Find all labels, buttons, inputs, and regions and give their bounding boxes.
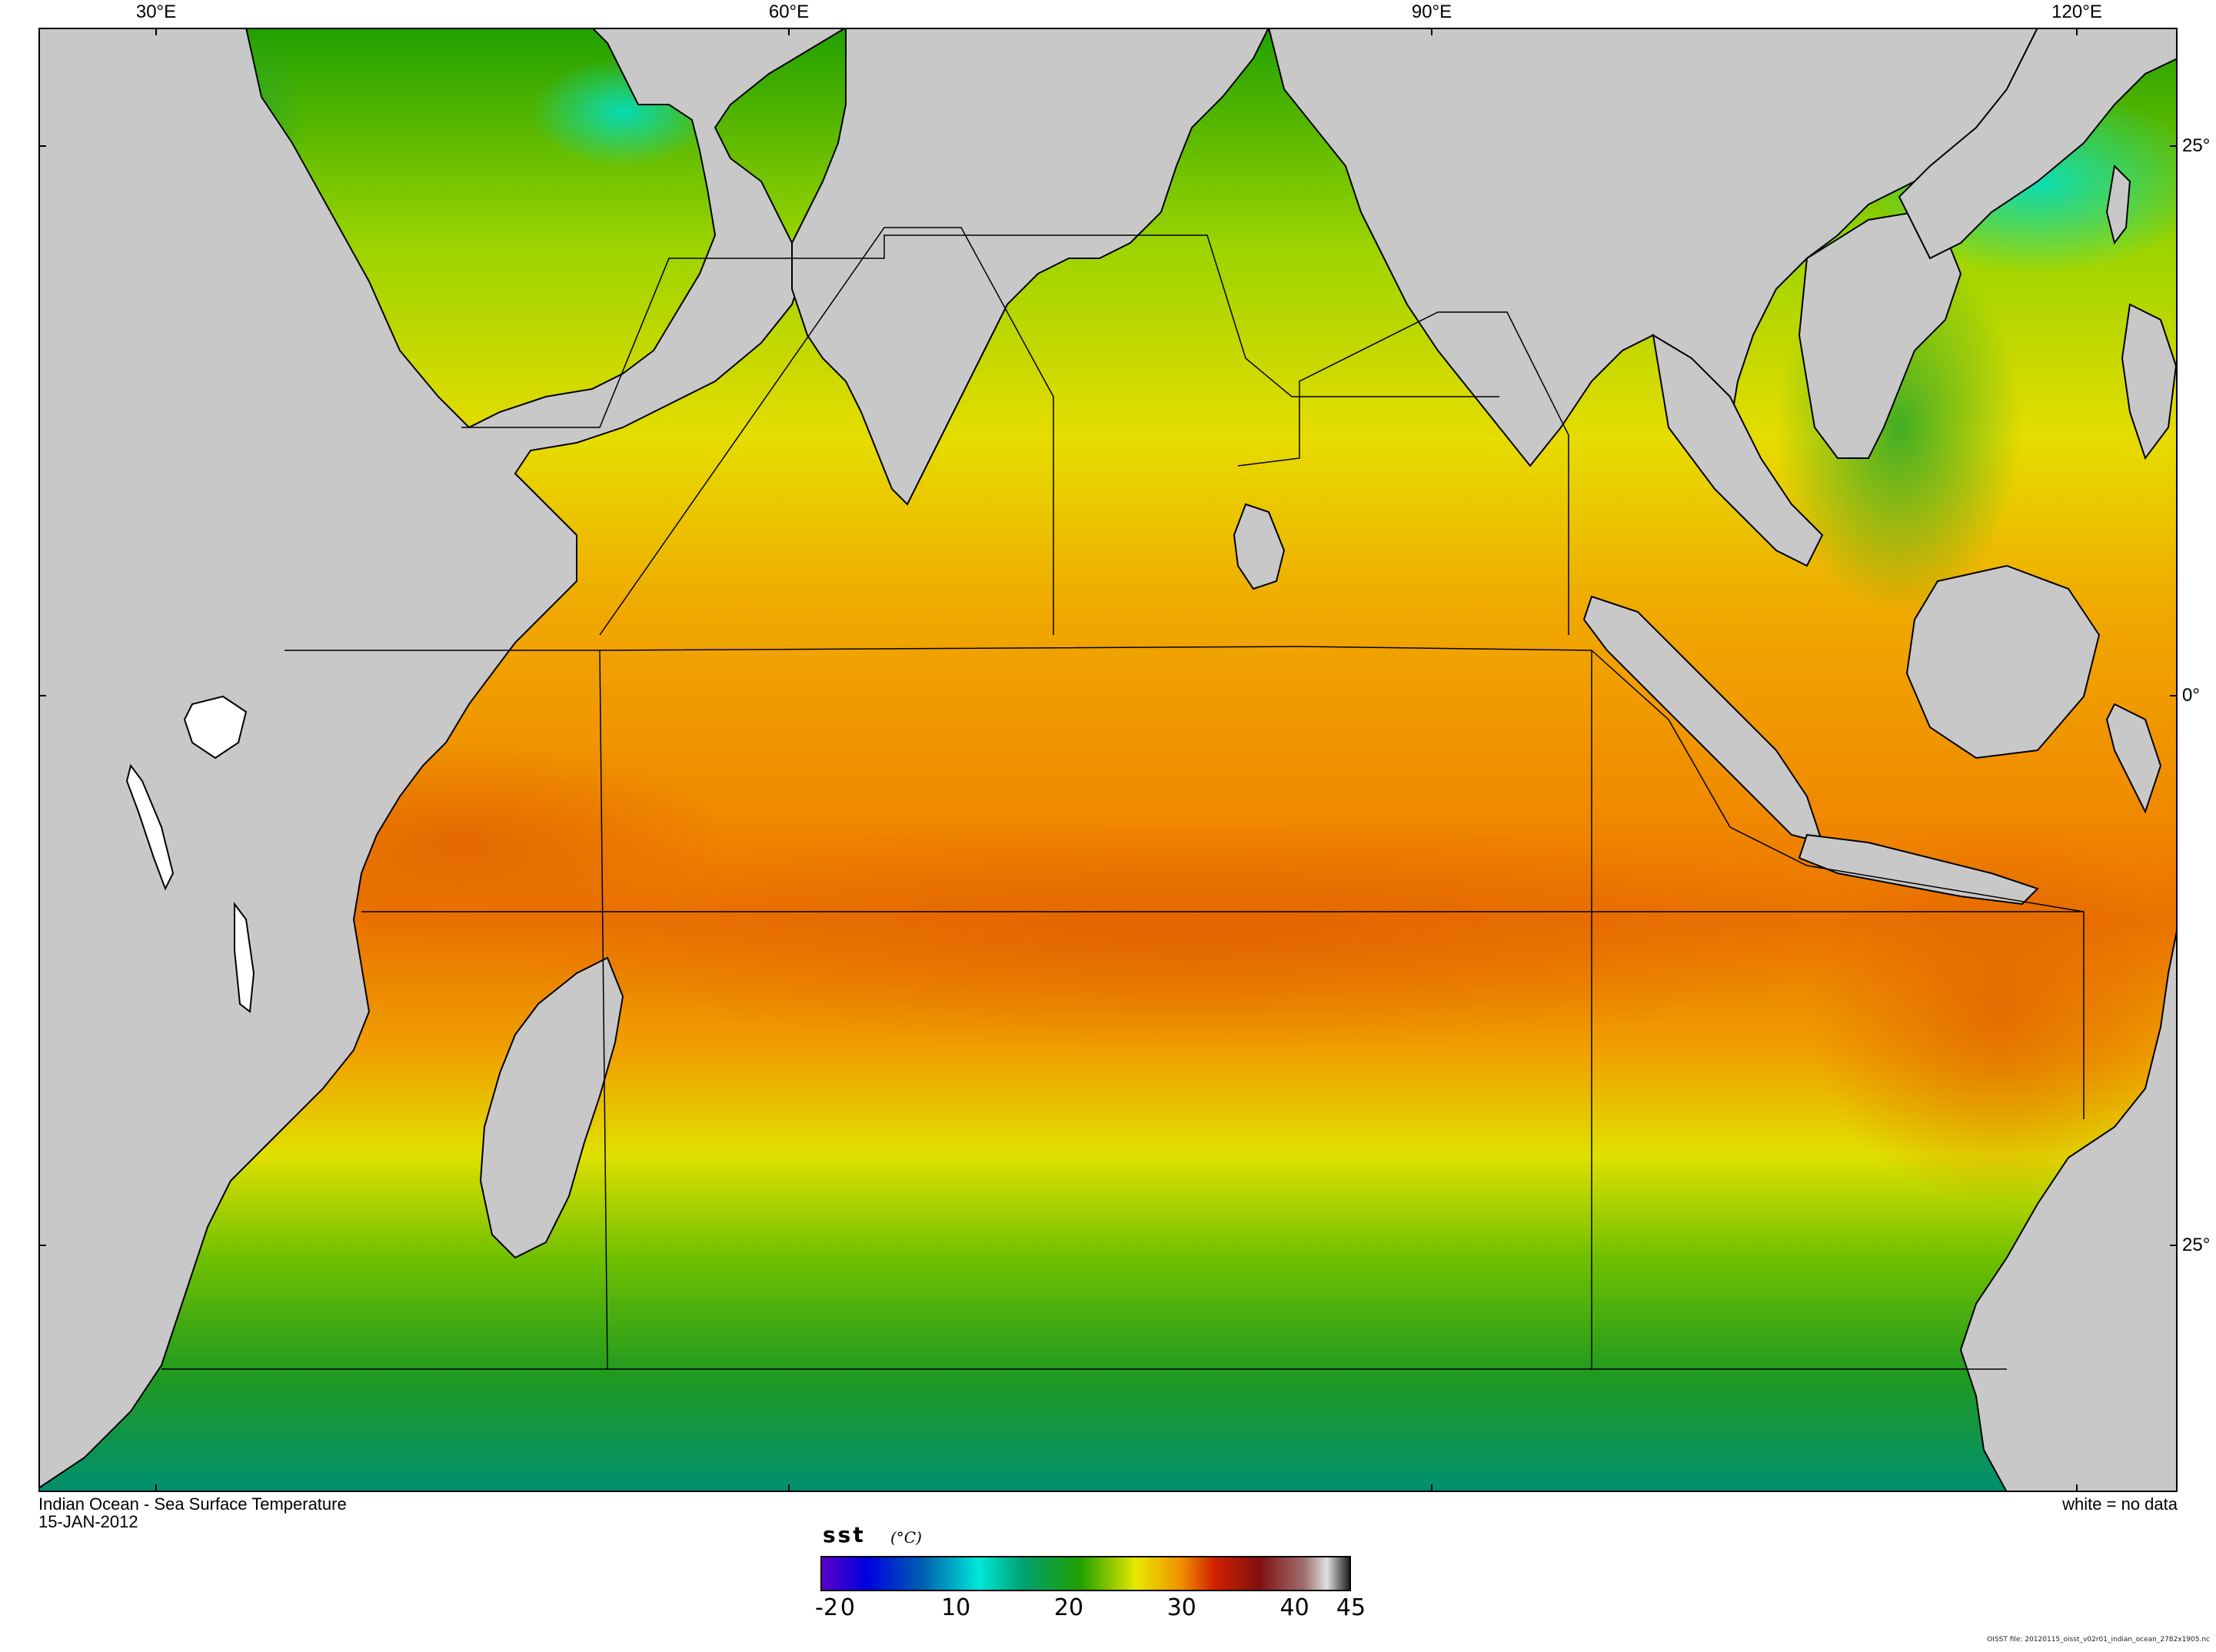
land (38, 28, 2178, 1492)
colorbar-tick-label: 40 (1279, 1594, 1309, 1621)
no-data-areas (125, 695, 255, 1013)
map-ticks (38, 28, 2178, 1492)
land-philippines (2121, 303, 2178, 460)
longitude-label-90e: 90°E (1411, 2, 1452, 22)
colorbar-tick-label: 30 (1166, 1594, 1196, 1621)
no-data-lake-tanganyika (125, 763, 175, 891)
land-australia (1959, 926, 2178, 1492)
land-china-coast (1898, 28, 2178, 260)
land-indochina (1652, 334, 1824, 567)
colorbar-tick-label: 0 (840, 1594, 855, 1621)
land-borneo (1905, 564, 2101, 760)
map-border (38, 28, 2178, 1492)
boundary-equator-north (284, 646, 1592, 651)
longitude-label-120e: 120°E (2051, 2, 2102, 22)
map-title: Indian Ocean - Sea Surface Temperature (38, 1494, 347, 1514)
warm-band-central (500, 819, 1884, 1050)
land-sri-lanka (1233, 503, 1286, 590)
no-data-lake-victoria (183, 695, 248, 760)
boundary-southeast (1591, 650, 2085, 1119)
land-africa-arabia (38, 28, 847, 1490)
latitude-label-25s: 25° (2182, 1235, 2211, 1255)
boundary-arabian-sea-inner (599, 227, 1054, 636)
colorbar-tick-label: 45 (1336, 1594, 1366, 1621)
legend-variable-name: sst (823, 1522, 866, 1547)
latitude-label-25n: 25° (2182, 135, 2211, 156)
map-date: 15-JAN-2012 (38, 1512, 138, 1531)
land-madagascar (479, 956, 624, 1259)
colorbar (820, 1556, 1351, 1591)
no-data-note: white = no data (2062, 1494, 2178, 1514)
warm-band-east (1807, 819, 2178, 1204)
no-data-lake-malawi (234, 902, 255, 1013)
colorbar-tick-label: 10 (941, 1594, 971, 1621)
file-note: OISST file: 20120115_oisst_v02r01_indian… (1987, 1636, 2210, 1644)
latitude-label-0: 0° (2182, 685, 2200, 706)
boundary-central-west (599, 650, 608, 1370)
colorbar-tick-label: -2 (815, 1594, 838, 1621)
boundary-arabian-sea (461, 234, 1499, 428)
longitude-label-30e: 30°E (135, 2, 177, 22)
land-sulawesi (2105, 703, 2162, 814)
colorbar-tick-label: 20 (1053, 1594, 1084, 1621)
sst-map (38, 28, 2178, 1492)
boundary-bay-of-bengal (1237, 311, 1569, 635)
longitude-label-60e: 60°E (768, 2, 810, 22)
legend-unit: (°C) (890, 1528, 922, 1547)
region-boundaries (161, 227, 2085, 1370)
land-taiwan-region (2105, 164, 2131, 245)
